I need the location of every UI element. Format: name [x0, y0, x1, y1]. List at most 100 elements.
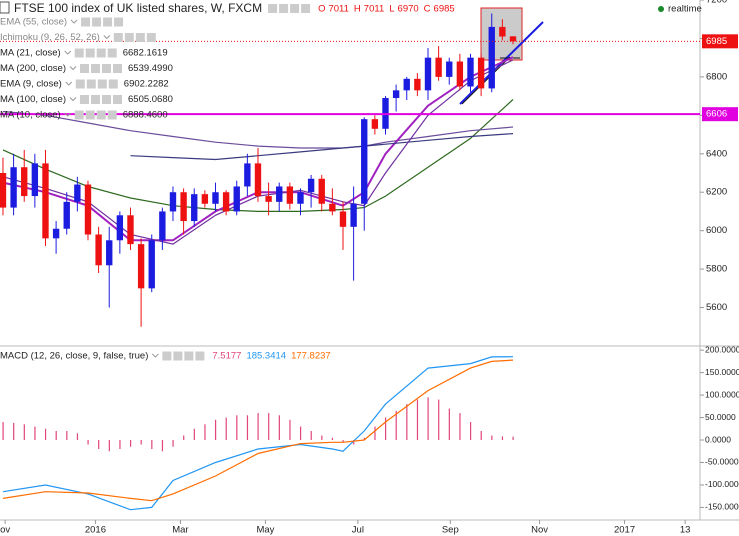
legend-icon[interactable] — [81, 17, 91, 27]
legend-icon[interactable] — [135, 33, 145, 42]
legend-icon[interactable] — [146, 33, 156, 42]
legend-icon[interactable] — [113, 64, 122, 73]
histogram-bar — [161, 440, 164, 452]
plot — [0, 13, 517, 511]
histogram-bar — [310, 431, 312, 441]
candle-body — [339, 211, 347, 227]
header-icon[interactable] — [279, 4, 289, 13]
x-tick-label: May — [256, 525, 274, 536]
legend-name: EMA (9, close) — [0, 79, 62, 90]
legend-icon[interactable] — [195, 351, 205, 361]
legend-dropdown[interactable] — [64, 112, 72, 117]
panel-title: MACD (12, 26, close, 9, false, true) — [0, 351, 148, 362]
candle-body — [233, 186, 240, 212]
histogram-bar — [416, 399, 419, 441]
candle-body — [456, 61, 464, 87]
legend-icon[interactable] — [96, 48, 106, 58]
histogram-bar — [87, 440, 89, 445]
candle-body — [424, 57, 432, 91]
candle-body — [42, 163, 49, 239]
legend-icon[interactable] — [85, 110, 95, 120]
candle-body — [159, 211, 166, 241]
histogram-bar — [34, 426, 36, 441]
legend-icon[interactable] — [108, 79, 118, 89]
legend-icon[interactable] — [107, 110, 117, 120]
legend-icon[interactable] — [162, 351, 172, 361]
last-price-box — [702, 34, 738, 49]
candle-body — [212, 192, 219, 204]
legend-dropdown[interactable] — [64, 50, 72, 55]
legend-dropdown[interactable] — [103, 35, 111, 40]
candle-body — [222, 192, 230, 212]
histogram-bar — [151, 440, 153, 450]
y-tick-label: 200.0000 — [705, 344, 739, 354]
candle-body — [276, 186, 283, 202]
histogram-bar — [66, 431, 68, 441]
candle-body — [191, 194, 198, 222]
header-icon[interactable] — [301, 4, 311, 13]
legend-icon[interactable] — [113, 33, 123, 42]
histogram-bar — [257, 413, 259, 441]
header-icon[interactable] — [268, 4, 278, 13]
legend-icon[interactable] — [184, 351, 194, 361]
legend-dropdown[interactable] — [69, 66, 77, 71]
legend-icon[interactable] — [75, 79, 85, 89]
legend-icon[interactable] — [80, 95, 89, 104]
legend-icon[interactable] — [107, 48, 117, 58]
histogram-bar — [98, 440, 100, 450]
legend-icon[interactable] — [86, 79, 96, 89]
y-tick-label: 6200 — [706, 187, 727, 198]
indicator-line — [2, 356, 514, 511]
legend-icon[interactable] — [97, 79, 107, 89]
legend-icon[interactable] — [85, 48, 95, 58]
y-tick-label: 150.0000 — [705, 367, 739, 377]
legend-dropdown[interactable] — [65, 81, 73, 86]
legend-icon[interactable] — [91, 95, 100, 104]
chart-title: FTSE 100 index of UK listed shares, W, F… — [14, 1, 262, 15]
y-tick-label: -150.0000 — [705, 502, 739, 512]
ohlc-value: 6985 — [434, 4, 455, 15]
histogram-bar — [321, 435, 323, 441]
histogram-bar — [108, 440, 110, 452]
candle-body — [350, 203, 357, 227]
histogram-bar — [246, 415, 249, 441]
legend-icon[interactable] — [102, 95, 111, 104]
legend-dropdown[interactable] — [69, 97, 77, 102]
candle-body — [74, 184, 81, 202]
legend-icon[interactable] — [102, 64, 111, 73]
legend-icon[interactable] — [173, 351, 183, 361]
candle-body — [10, 167, 17, 208]
histogram-bar — [438, 399, 440, 441]
legend-icon[interactable] — [103, 17, 113, 27]
ohlc-letter: C — [424, 4, 431, 15]
candle-body — [106, 240, 113, 266]
legend-value: 6902.2282 — [124, 79, 169, 90]
x-tick-label: 2017 — [614, 525, 635, 536]
x-tick-label: 2016 — [85, 525, 106, 536]
legend-icon[interactable] — [91, 64, 100, 73]
legend-icon[interactable] — [92, 17, 102, 27]
y-tick-label: 7200 — [706, 0, 727, 6]
legend-name: MA (21, close) — [0, 48, 61, 59]
menu-icon[interactable] — [0, 1, 10, 14]
header-icon[interactable] — [290, 4, 300, 13]
candle-body — [21, 167, 28, 197]
legend-icon[interactable] — [114, 17, 124, 27]
legend-icon[interactable] — [80, 64, 89, 73]
histogram-bar — [395, 410, 397, 441]
legend-icon[interactable] — [74, 110, 84, 120]
candle-body — [84, 184, 92, 235]
legend-dropdown[interactable] — [152, 353, 159, 358]
legend-icon[interactable] — [124, 33, 134, 42]
candle-body — [488, 26, 495, 89]
x-tick-label: Nov — [531, 525, 548, 536]
legend-icon[interactable] — [96, 110, 106, 120]
y-tick-label: 5600 — [706, 302, 727, 313]
histogram-bar — [214, 419, 217, 441]
legend-dropdown[interactable] — [70, 19, 78, 24]
candle-body — [116, 215, 124, 241]
histogram-bar — [469, 422, 472, 441]
histogram-bar — [448, 408, 450, 441]
legend-icon[interactable] — [74, 48, 84, 58]
legend-icon[interactable] — [113, 95, 122, 104]
